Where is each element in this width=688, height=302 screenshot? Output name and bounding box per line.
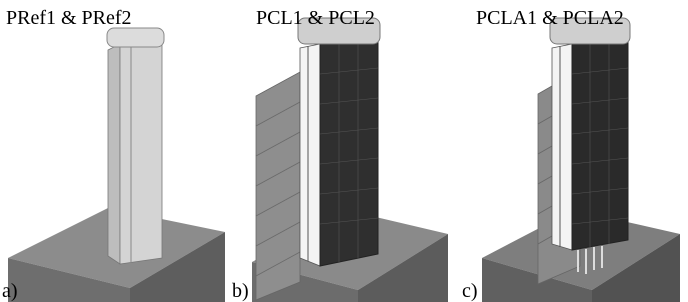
panel-b: PCL1 & PCL2 b) [232, 7, 448, 302]
panel-title: PCLA1 & PCLA2 [476, 7, 624, 29]
panel-label: a) [2, 280, 18, 302]
tower-side [108, 44, 120, 264]
panel-title: PCL1 & PCL2 [256, 7, 375, 29]
tower-front [120, 40, 162, 264]
tower-front [572, 38, 628, 250]
panel-a: PRef1 & PRef2 a) [2, 7, 225, 302]
tower-strip [552, 44, 572, 250]
panel-c: PCLA1 & PCLA2 c) [462, 7, 680, 302]
tower-cap [107, 28, 164, 47]
tower-strip [300, 44, 320, 266]
tower-front [320, 38, 378, 266]
panel-title: PRef1 & PRef2 [6, 7, 132, 29]
figure: PRef1 & PRef2 a) PCL1 & PCL2 b) [0, 0, 688, 302]
panel-label: c) [462, 280, 478, 302]
panel-label: b) [232, 280, 249, 302]
wall [256, 72, 300, 300]
